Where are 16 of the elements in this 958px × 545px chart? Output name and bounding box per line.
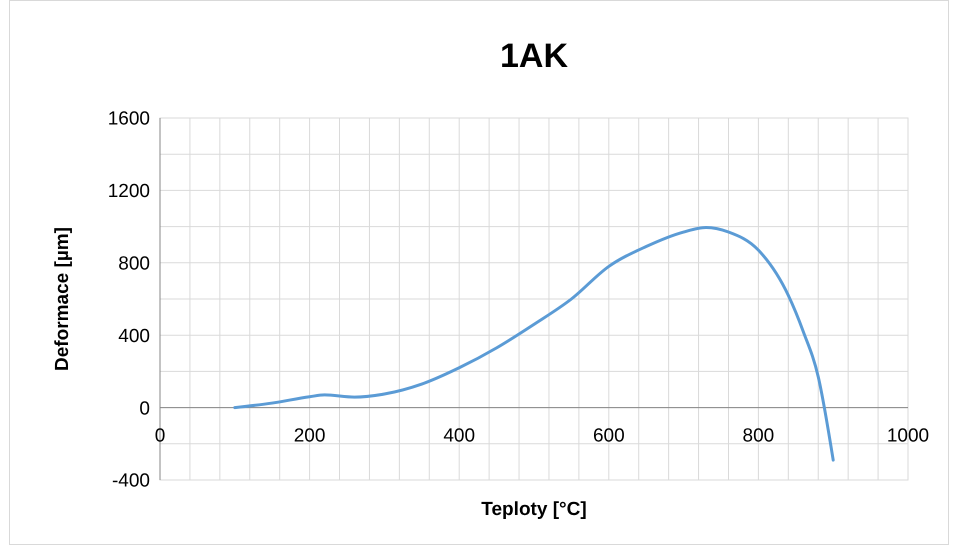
x-tick-label: 400 <box>443 426 476 447</box>
y-tick-label: 1200 <box>108 181 150 202</box>
y-tick-label: 400 <box>118 326 150 347</box>
x-axis-title: Teploty [°C] <box>481 499 587 520</box>
y-tick-label: 0 <box>139 398 150 420</box>
x-tick-label: 200 <box>294 426 326 447</box>
line-series <box>233 226 835 462</box>
x-tick-label: 800 <box>742 426 774 447</box>
y-tick-label: 800 <box>118 253 150 274</box>
x-tick-label: 1000 <box>886 426 930 447</box>
x-tick-label: 600 <box>592 426 625 447</box>
chart-title: 1AK <box>500 37 568 75</box>
y-axis-title: Deformace [µm] <box>52 227 73 371</box>
y-tick-label: -400 <box>112 470 150 492</box>
x-tick-label: 0 <box>154 426 166 447</box>
y-tick-label: 1600 <box>108 108 150 130</box>
